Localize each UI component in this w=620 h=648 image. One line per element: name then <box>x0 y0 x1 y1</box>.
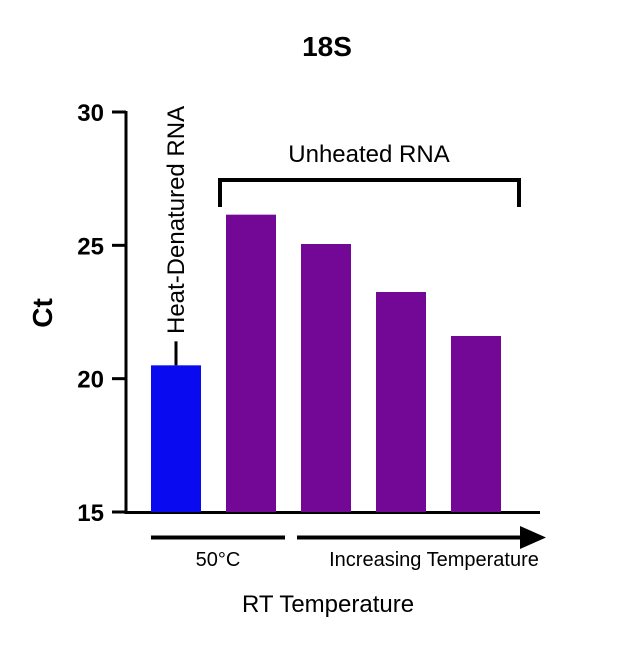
y-tick-label: 25 <box>77 233 104 260</box>
x-axis-label: RT Temperature <box>242 591 414 618</box>
group-label-50c: 50°C <box>196 549 241 571</box>
chart-title: 18S <box>302 31 352 62</box>
arrow-head-icon <box>520 526 546 549</box>
group-label-increasing: Increasing Temperature <box>329 549 539 571</box>
bar-5 <box>451 336 501 512</box>
y-ticks: 15 20 25 30 <box>77 100 126 527</box>
bar-1 <box>151 365 201 512</box>
bar-3 <box>301 244 351 512</box>
y-tick-label: 20 <box>77 367 104 394</box>
y-axis-label: Ct <box>27 298 58 328</box>
bar-4 <box>376 292 426 512</box>
heat-denatured-label: Heat-Denatured RNA <box>163 106 190 334</box>
bar-2 <box>226 214 276 512</box>
bars <box>151 214 501 512</box>
y-tick-label: 15 <box>77 500 104 527</box>
unheated-bracket <box>218 178 521 207</box>
unheated-label: Unheated RNA <box>288 141 449 168</box>
y-tick-label: 30 <box>77 100 104 127</box>
